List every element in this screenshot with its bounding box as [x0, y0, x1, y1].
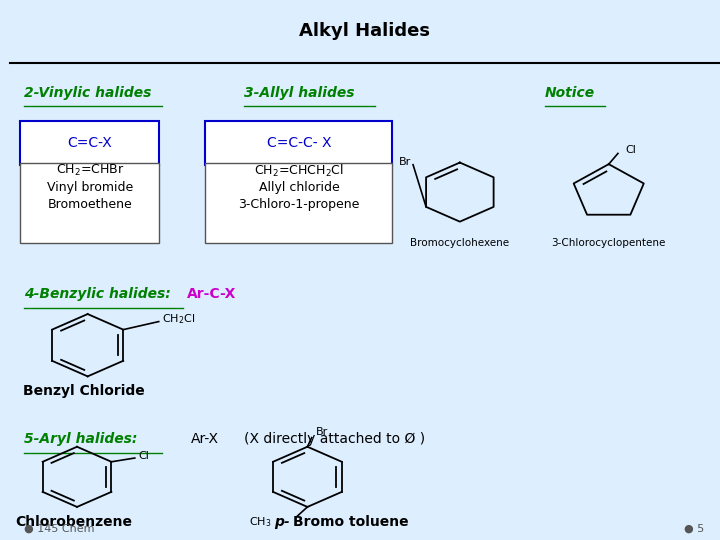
- Text: Cl: Cl: [625, 145, 636, 155]
- FancyBboxPatch shape: [20, 163, 158, 243]
- Text: ● 5: ● 5: [684, 523, 704, 533]
- Text: Cl: Cl: [138, 451, 149, 461]
- Text: 3-Chloro-1-propene: 3-Chloro-1-propene: [238, 198, 359, 211]
- Text: Alkyl Halides: Alkyl Halides: [299, 22, 430, 40]
- Text: 5-Aryl halides:: 5-Aryl halides:: [24, 432, 138, 446]
- Text: CH$_2$=CHBr: CH$_2$=CHBr: [55, 163, 124, 178]
- FancyBboxPatch shape: [204, 163, 392, 243]
- Text: Br: Br: [398, 157, 410, 167]
- Text: CH$_3$: CH$_3$: [250, 515, 272, 529]
- FancyBboxPatch shape: [204, 121, 392, 165]
- Text: ● 145 Chem: ● 145 Chem: [24, 523, 94, 533]
- Text: Ar-C-X: Ar-C-X: [187, 287, 236, 301]
- Text: (X directly attached to Ø ): (X directly attached to Ø ): [243, 432, 425, 446]
- Text: Bromocyclohexene: Bromocyclohexene: [410, 238, 510, 248]
- Text: p-: p-: [274, 516, 289, 530]
- Text: Chlorobenzene: Chlorobenzene: [15, 516, 132, 530]
- Text: Bromo toluene: Bromo toluene: [293, 516, 409, 530]
- Text: Bromoethene: Bromoethene: [48, 198, 132, 211]
- Text: 3-Allyl halides: 3-Allyl halides: [243, 86, 354, 100]
- Text: 3-Chlorocyclopentene: 3-Chlorocyclopentene: [552, 238, 666, 248]
- Text: Benzyl Chloride: Benzyl Chloride: [23, 384, 145, 398]
- Text: C=C-C- X: C=C-C- X: [266, 136, 331, 150]
- Text: CH$_2$=CHCH$_2$Cl: CH$_2$=CHCH$_2$Cl: [254, 163, 344, 179]
- Text: C=C-X: C=C-X: [68, 136, 112, 150]
- Text: Br: Br: [316, 427, 328, 437]
- FancyBboxPatch shape: [20, 121, 158, 165]
- Text: Allyl chloride: Allyl chloride: [258, 181, 339, 194]
- Text: CH$_2$Cl: CH$_2$Cl: [162, 312, 196, 326]
- Text: Vinyl bromide: Vinyl bromide: [47, 181, 133, 194]
- Text: 4-Benzylic halides:: 4-Benzylic halides:: [24, 287, 171, 301]
- Text: Ar-X: Ar-X: [191, 432, 218, 446]
- Text: Notice: Notice: [545, 86, 595, 100]
- Text: 2-Vinylic halides: 2-Vinylic halides: [24, 86, 151, 100]
